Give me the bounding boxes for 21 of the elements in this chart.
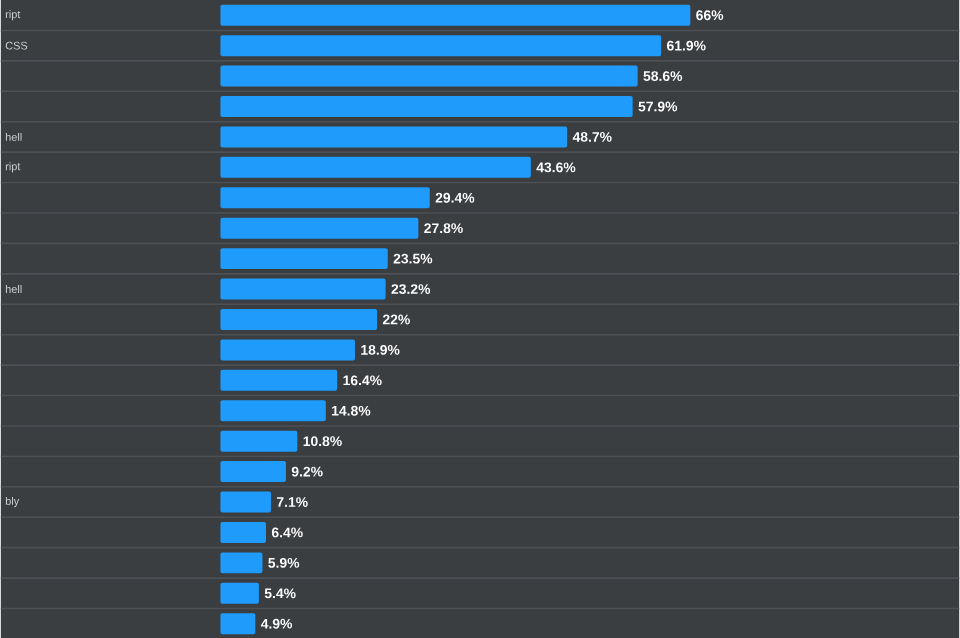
- bar: [220, 551, 263, 573]
- bar: [220, 612, 256, 634]
- bar: [220, 217, 419, 239]
- bar: [220, 34, 662, 56]
- bar: [220, 430, 298, 452]
- bar: [220, 278, 386, 300]
- bar: [220, 369, 338, 391]
- bar: [220, 186, 430, 208]
- bar: [220, 491, 271, 513]
- bar: [220, 308, 378, 330]
- bar: [220, 247, 388, 269]
- bar: [220, 95, 633, 117]
- bar: [220, 156, 531, 178]
- bar: [220, 125, 568, 147]
- bar: [220, 582, 259, 604]
- bar: [220, 338, 355, 360]
- bar: [220, 521, 266, 543]
- bar: [220, 399, 326, 421]
- bar: [220, 65, 638, 87]
- bar: [220, 460, 286, 482]
- bar: [220, 4, 691, 26]
